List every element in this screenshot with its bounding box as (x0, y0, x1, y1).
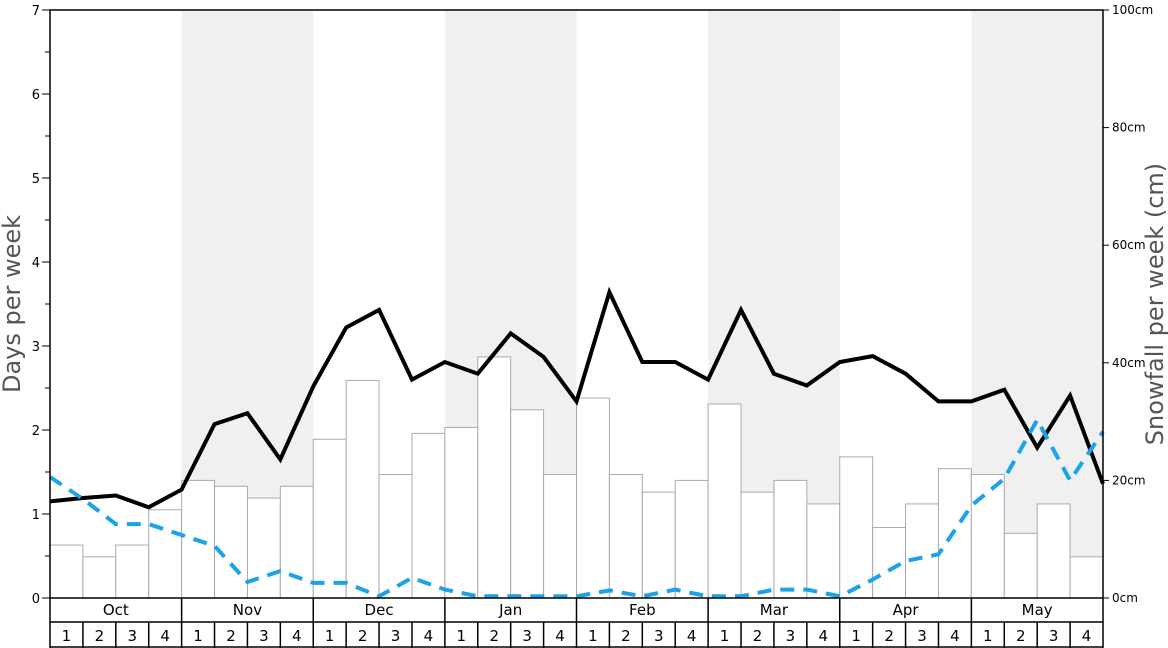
right-tick-label: 100cm (1112, 3, 1153, 17)
right-tick-label: 40cm (1112, 356, 1146, 370)
solid-line-series (49, 286, 1105, 510)
snowfall-bar (608, 474, 643, 599)
week-label: 3 (127, 627, 137, 645)
week-label: 1 (62, 627, 72, 645)
week-label: 3 (917, 627, 927, 645)
left-tick-label: 1 (32, 508, 40, 523)
left-tick-label: 0 (32, 592, 40, 607)
snowfall-bar (477, 356, 512, 599)
snowfall-bar (378, 474, 413, 599)
week-label: 4 (555, 627, 565, 645)
snowfall-bar (444, 426, 479, 599)
month-label: Feb (629, 601, 656, 619)
week-label: 2 (489, 627, 499, 645)
week-label: 1 (457, 627, 467, 645)
left-tick-label: 4 (32, 256, 40, 271)
snowfall-bars (49, 356, 1104, 599)
week-label: 1 (325, 627, 335, 645)
snowfall-bar (839, 456, 874, 599)
week-label: 3 (786, 627, 796, 645)
week-label: 4 (687, 627, 697, 645)
snowfall-bar (246, 497, 281, 599)
week-label: 1 (851, 627, 861, 645)
week-label: 4 (1082, 627, 1092, 645)
snowfall-bar (1003, 532, 1038, 599)
snowfall-bar (543, 474, 577, 599)
snowfall-bar (345, 379, 380, 599)
month-label: Oct (103, 601, 129, 619)
month-label: Dec (365, 601, 394, 619)
snowfall-bar (740, 491, 775, 599)
left-tick-label: 6 (32, 88, 40, 103)
week-label: 3 (654, 627, 664, 645)
snowfall-bar (872, 526, 907, 599)
snowfall-bar (773, 479, 808, 599)
week-label: 2 (358, 627, 368, 645)
snowfall-bar (312, 438, 347, 599)
snowfall-bar (214, 485, 248, 599)
week-label: 2 (753, 627, 763, 645)
snowfall-bar (970, 474, 1005, 599)
week-label: 2 (95, 627, 105, 645)
snowfall-bar (1069, 556, 1104, 599)
month-label: Apr (893, 601, 920, 619)
right-tick-label: 0cm (1112, 591, 1138, 605)
snowfall-bar (641, 491, 676, 599)
snowfall-bar (279, 485, 314, 599)
week-label: 4 (160, 627, 170, 645)
week-label: 3 (522, 627, 532, 645)
week-label: 3 (259, 627, 269, 645)
snowfall-bar (510, 409, 545, 599)
left-tick-label: 5 (32, 172, 40, 187)
week-label: 1 (193, 627, 203, 645)
month-label: Nov (233, 601, 262, 619)
week-label: 4 (950, 627, 960, 645)
right-tick-label: 80cm (1112, 121, 1146, 135)
snowfall-bar (49, 544, 84, 599)
data-lines (48, 286, 1105, 599)
right-axis-title: Snowfall per week (cm) (1141, 163, 1168, 445)
snowfall-bar (576, 397, 610, 599)
snowfall-bar (674, 479, 709, 599)
week-label: 4 (424, 627, 434, 645)
left-tick-label: 7 (32, 4, 40, 19)
snowfall-bar (82, 556, 117, 599)
week-label: 3 (391, 627, 401, 645)
right-tick-label: 60cm (1112, 238, 1146, 252)
week-label: 4 (819, 627, 829, 645)
snowfall-bar (905, 503, 939, 599)
week-label: 2 (226, 627, 236, 645)
right-axis: 0cm 20cm 40cm 60cm 80cm 100cm (1103, 3, 1153, 605)
snowfall-bar (1036, 503, 1071, 599)
week-label: 1 (720, 627, 730, 645)
right-tick-label: 20cm (1112, 473, 1146, 487)
week-label: 3 (1049, 627, 1059, 645)
week-label: 2 (884, 627, 894, 645)
week-label: 4 (292, 627, 302, 645)
left-tick-label: 2 (32, 424, 40, 439)
snowfall-bar (148, 509, 183, 599)
snowfall-bar (806, 503, 841, 599)
x-axis: Oct 1 2 3 4 Nov 1 2 3 4 Dec 1 2 3 4 Jan 1 2 3 4 Feb 1 2 3 4 Mar 1 2… (49, 598, 1104, 648)
snowfall-bar (411, 432, 446, 599)
week-label: 2 (621, 627, 631, 645)
left-axis: 0 1 2 3 4 5 6 7 (32, 4, 50, 607)
left-tick-label: 3 (32, 340, 40, 355)
month-label: Jan (498, 601, 522, 619)
snowfall-bar (707, 403, 742, 599)
month-label: May (1022, 601, 1053, 619)
left-axis-title: Days per week (0, 215, 26, 393)
snowfall-bar (115, 544, 150, 599)
month-label: Mar (760, 601, 789, 619)
week-label: 1 (983, 627, 993, 645)
week-label: 1 (588, 627, 598, 645)
week-label: 2 (1016, 627, 1026, 645)
dashed-line-series (48, 415, 1105, 599)
